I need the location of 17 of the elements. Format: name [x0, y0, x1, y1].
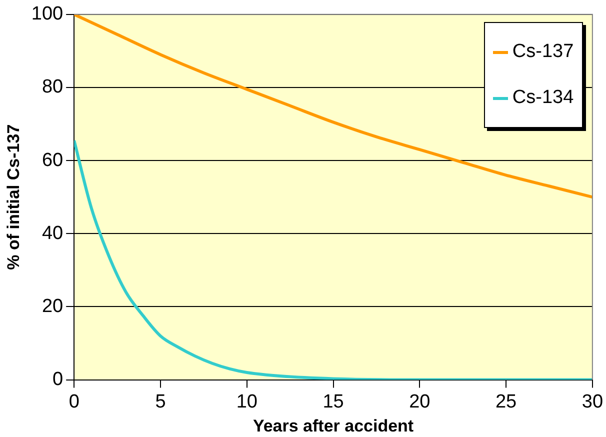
- y-axis-title: % of initial Cs-137: [4, 124, 23, 270]
- x-tick-label: 25: [495, 391, 517, 412]
- x-tick-label: 0: [68, 391, 80, 412]
- legend-label: Cs-134: [512, 87, 574, 110]
- x-tick-label: 30: [582, 391, 604, 412]
- x-tick-label: 15: [322, 391, 344, 412]
- legend-label: Cs-137: [512, 41, 574, 64]
- y-tick-label: 40: [42, 222, 64, 244]
- y-tick-label: 80: [42, 76, 64, 98]
- x-tick-label: 5: [155, 391, 166, 412]
- y-tick-label: 60: [42, 150, 64, 171]
- y-tick-label: 0: [52, 369, 64, 390]
- y-tick-label: 20: [42, 296, 64, 317]
- x-tick-label: 20: [409, 391, 430, 412]
- x-tick-label: 10: [236, 391, 258, 412]
- x-axis-title: Years after accident: [252, 416, 414, 436]
- y-tick-label: 100: [31, 4, 64, 25]
